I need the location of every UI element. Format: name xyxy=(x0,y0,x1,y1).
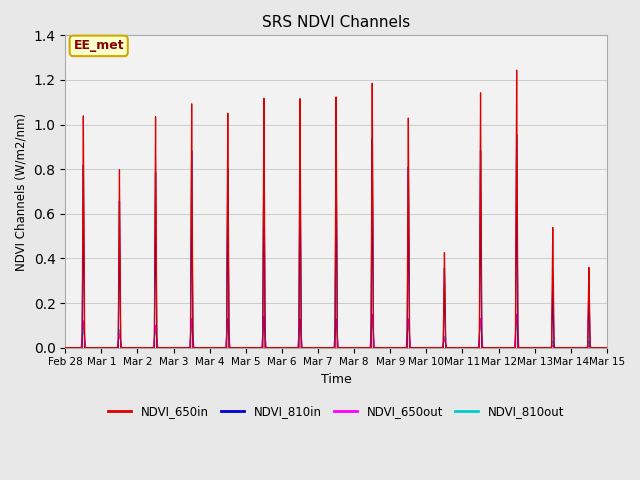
Y-axis label: NDVI Channels (W/m2/nm): NDVI Channels (W/m2/nm) xyxy=(15,112,28,271)
Title: SRS NDVI Channels: SRS NDVI Channels xyxy=(262,15,410,30)
Legend: NDVI_650in, NDVI_810in, NDVI_650out, NDVI_810out: NDVI_650in, NDVI_810in, NDVI_650out, NDV… xyxy=(103,400,569,423)
X-axis label: Time: Time xyxy=(321,373,351,386)
Text: EE_met: EE_met xyxy=(74,39,124,52)
